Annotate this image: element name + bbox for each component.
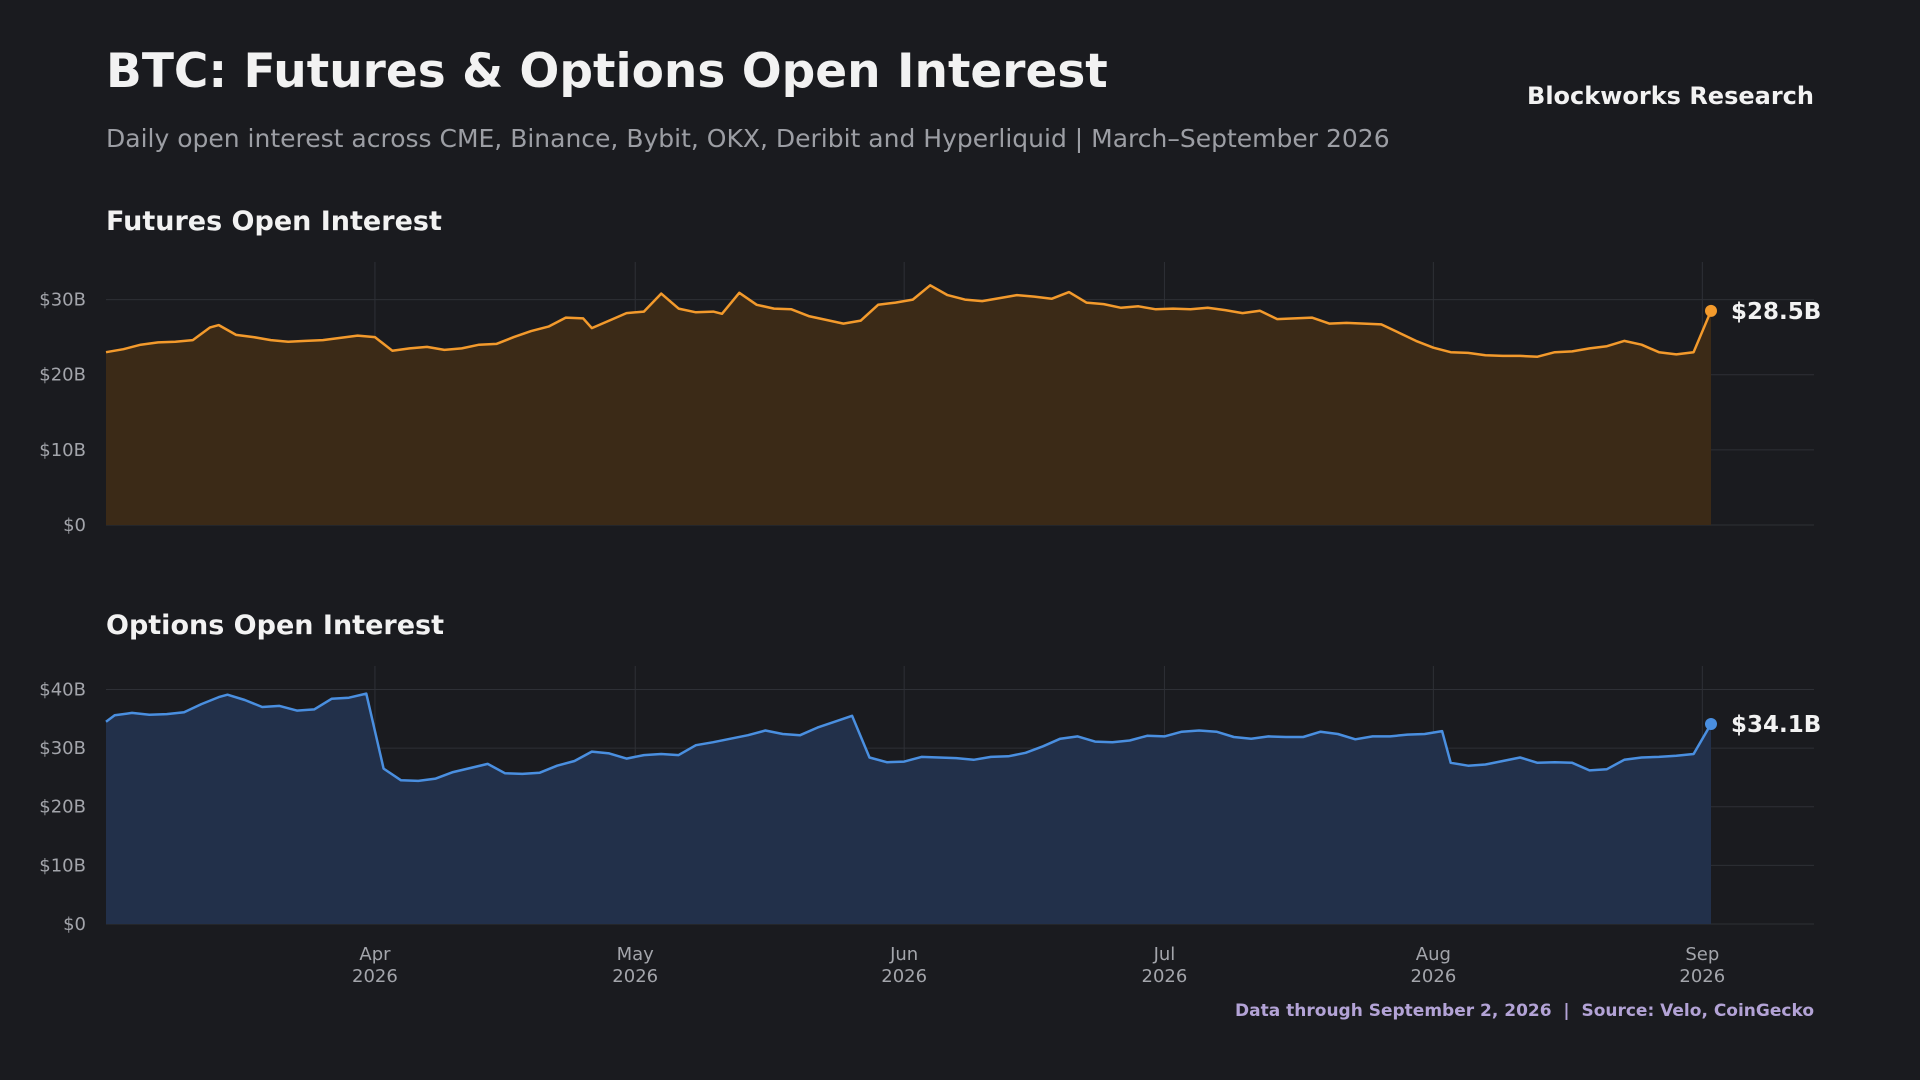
x-tick-label-month: Jun	[889, 944, 918, 965]
futures-series-line	[105, 284, 1713, 358]
futures-y-tick-label: $10B	[39, 440, 86, 461]
x-tick-label-year: 2026	[612, 966, 658, 987]
x-tick-label-year: 2026	[881, 966, 927, 987]
x-tick-label-year: 2026	[1679, 966, 1725, 987]
x-tick-label-month: Sep	[1685, 944, 1719, 965]
options-series-line	[105, 692, 1713, 783]
page-title: BTC: Futures & Options Open Interest	[106, 44, 1108, 99]
futures-area	[106, 285, 1711, 525]
futures-y-tick-label: $30B	[39, 290, 86, 311]
futures-end-label: $28.5B	[1731, 299, 1821, 325]
options-area	[106, 693, 1711, 924]
options-end-label: $34.1B	[1731, 712, 1821, 738]
futures-panel-title: Futures Open Interest	[106, 206, 442, 237]
futures-end-point	[1705, 304, 1717, 317]
options-y-tick-label: $30B	[39, 738, 86, 759]
futures-y-tick-label: $0	[63, 515, 86, 536]
options-end-point	[1705, 718, 1717, 731]
brand-label: Blockworks Research	[1527, 82, 1814, 110]
options-y-tick-label: $0	[63, 914, 86, 935]
x-tick-label-month: Apr	[359, 944, 391, 965]
x-tick-label-year: 2026	[352, 966, 398, 987]
options-panel-title: Options Open Interest	[106, 610, 444, 641]
page-subtitle: Daily open interest across CME, Binance,…	[106, 124, 1390, 153]
futures-panel: Futures Open Interest $0 $10B $20B $30B $28.5…	[39, 206, 1821, 536]
x-tick-label-month: Aug	[1416, 944, 1451, 965]
x-tick-label-month: Jul	[1153, 944, 1176, 965]
options-y-tick-label: $10B	[39, 855, 86, 876]
options-y-tick-label: $20B	[39, 797, 86, 818]
futures-y-tick-label: $20B	[39, 365, 86, 386]
options-panel: Options Open Interest $0 $10B $20B $30B $40B $…	[39, 610, 1821, 987]
x-tick-label-month: May	[617, 944, 655, 965]
x-tick-label-year: 2026	[1410, 966, 1456, 987]
source-note: Data through September 2, 2026 | Source:…	[1235, 1001, 1814, 1021]
options-y-tick-label: $40B	[39, 679, 86, 700]
x-tick-label-year: 2026	[1142, 966, 1188, 987]
